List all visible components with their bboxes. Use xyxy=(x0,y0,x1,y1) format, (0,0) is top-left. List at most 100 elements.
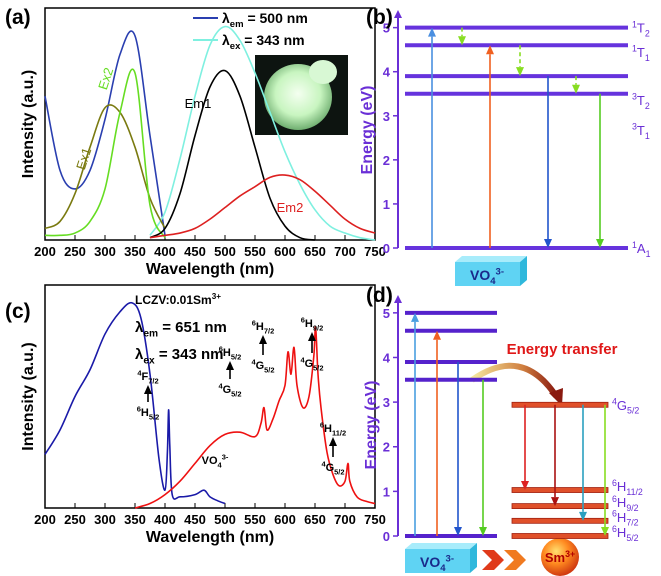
host-label-sup: 3- xyxy=(446,553,454,564)
curve-label: Em1 xyxy=(185,96,212,111)
legend-label-rest: = 343 nm xyxy=(240,32,304,48)
condition-label-rest: = 651 nm xyxy=(158,319,227,336)
arrow-head xyxy=(428,27,436,37)
host-box xyxy=(405,543,477,573)
x-tick-label: 550 xyxy=(244,512,266,527)
level-label: 1T1 xyxy=(632,44,650,63)
x-tick-label: 200 xyxy=(34,512,56,527)
transition-upper-pre: 6 xyxy=(219,345,223,354)
arrow-head xyxy=(601,527,609,536)
y-tick-label: 4 xyxy=(383,65,391,80)
level-label-pre: 3 xyxy=(632,122,637,132)
y-tick-label: 4 xyxy=(383,350,391,365)
x-tick-label: 400 xyxy=(154,512,176,527)
x-tick-label: 700 xyxy=(334,512,356,527)
host-label-sub: 4 xyxy=(218,460,223,469)
level-label-sub: 5/2 xyxy=(627,406,639,416)
transition xyxy=(579,404,587,521)
plot-frame xyxy=(44,7,376,241)
level-label: 3T1 xyxy=(632,122,650,141)
host-label: VO43- xyxy=(420,553,454,574)
y-axis-label: Intensity (a.u.) xyxy=(20,70,37,178)
transfer-arrow-head xyxy=(549,388,563,406)
y-tick-label: 5 xyxy=(383,21,390,36)
transition-upper-pre: 4 xyxy=(137,369,142,378)
transition-upper-sub: 5/2 xyxy=(231,352,241,361)
transition xyxy=(521,404,529,491)
sample-label: LCZV:0.01Sm3+ xyxy=(135,292,221,307)
transition xyxy=(596,93,604,248)
box-side xyxy=(520,256,527,286)
transition-upper: 6H7/2 xyxy=(252,319,275,336)
inset-photo xyxy=(255,55,348,135)
spectrum-line xyxy=(44,301,226,505)
level-label-pre: 6 xyxy=(612,509,617,519)
transition-lower: 4G5/2 xyxy=(218,382,241,399)
transition-upper-sub: 7/2 xyxy=(264,326,274,335)
level-label: 6H9/2 xyxy=(612,494,639,513)
sample-label-base: LCZV:0.01Sm xyxy=(135,293,212,307)
box-top xyxy=(455,256,527,262)
level-label-base: T xyxy=(637,123,645,138)
x-tick-label: 300 xyxy=(94,512,116,527)
transition-lower: 4G5/2 xyxy=(321,460,344,477)
plot-frame xyxy=(44,284,376,509)
level-label-sub: 5/2 xyxy=(626,533,638,543)
x-tick-label: 700 xyxy=(334,244,356,259)
level-label-base: T xyxy=(637,93,645,108)
axis-arrow xyxy=(394,10,402,18)
transition-upper: 6H5/2 xyxy=(219,345,242,362)
curve-label: Ex1 xyxy=(73,146,94,172)
level-label-base: A xyxy=(637,241,646,256)
photo-glow xyxy=(309,60,337,84)
level-label: 4G5/2 xyxy=(612,397,639,416)
transition xyxy=(411,312,419,536)
level-label: 6H5/2 xyxy=(612,524,639,543)
transition-upper: 6H11/2 xyxy=(320,421,346,438)
transition-upper-sub: 11/2 xyxy=(332,428,346,437)
level-label-pre: 1 xyxy=(632,44,637,54)
transition-upper-pre: 6 xyxy=(320,421,324,430)
ion-sphere xyxy=(541,538,579,576)
level-label: 6H7/2 xyxy=(612,509,639,528)
transition-lower-pre: 4 xyxy=(251,358,256,367)
host-box xyxy=(455,256,527,286)
transition xyxy=(516,45,524,77)
level-label-pre: 3 xyxy=(632,92,637,102)
transition-lower: 4G5/2 xyxy=(300,356,323,373)
panel-label: (d) xyxy=(366,284,393,307)
panel-label: (c) xyxy=(5,300,31,323)
transition-lower-pre: 4 xyxy=(218,382,223,391)
transition-lower-base: G xyxy=(256,360,265,372)
y-tick-label: 1 xyxy=(383,197,390,212)
condition-label-rest: = 343 nm xyxy=(155,346,224,363)
box-front xyxy=(405,549,470,573)
host-label-sub: 4 xyxy=(440,563,446,574)
chevron xyxy=(504,550,526,570)
condition-label-base: λ xyxy=(135,346,144,363)
legend-label-base: λ xyxy=(222,32,230,48)
transition-upper-pre: 6 xyxy=(301,316,305,325)
level-label-sub: 2 xyxy=(645,29,650,39)
spectrum-line xyxy=(44,68,166,239)
x-tick-label: 600 xyxy=(274,244,296,259)
x-tick-label: 750 xyxy=(364,512,386,527)
ion-label: Sm3+ xyxy=(545,549,575,565)
level-label-sub: 1 xyxy=(645,131,650,141)
level-label-sub: 1 xyxy=(646,249,651,259)
level-label-sub: 2 xyxy=(645,101,650,111)
x-axis-label: Wavelength (nm) xyxy=(146,529,274,546)
x-tick-label: 750 xyxy=(364,244,386,259)
transition-lower-pre: 4 xyxy=(300,356,305,365)
arrow-head xyxy=(411,312,419,322)
level-label-base: H xyxy=(617,510,626,525)
host-label-base: VO xyxy=(470,267,490,283)
ion-level xyxy=(511,517,609,524)
condition-label: λex = 343 nm xyxy=(135,346,223,367)
level-label-pre: 6 xyxy=(612,524,617,534)
y-tick-label: 3 xyxy=(383,109,390,124)
level-label-base: G xyxy=(617,398,627,413)
transition-lower-sub: 5/2 xyxy=(149,412,159,421)
spectrum-line xyxy=(149,174,376,239)
transition-lower-sub: 5/2 xyxy=(334,467,344,476)
